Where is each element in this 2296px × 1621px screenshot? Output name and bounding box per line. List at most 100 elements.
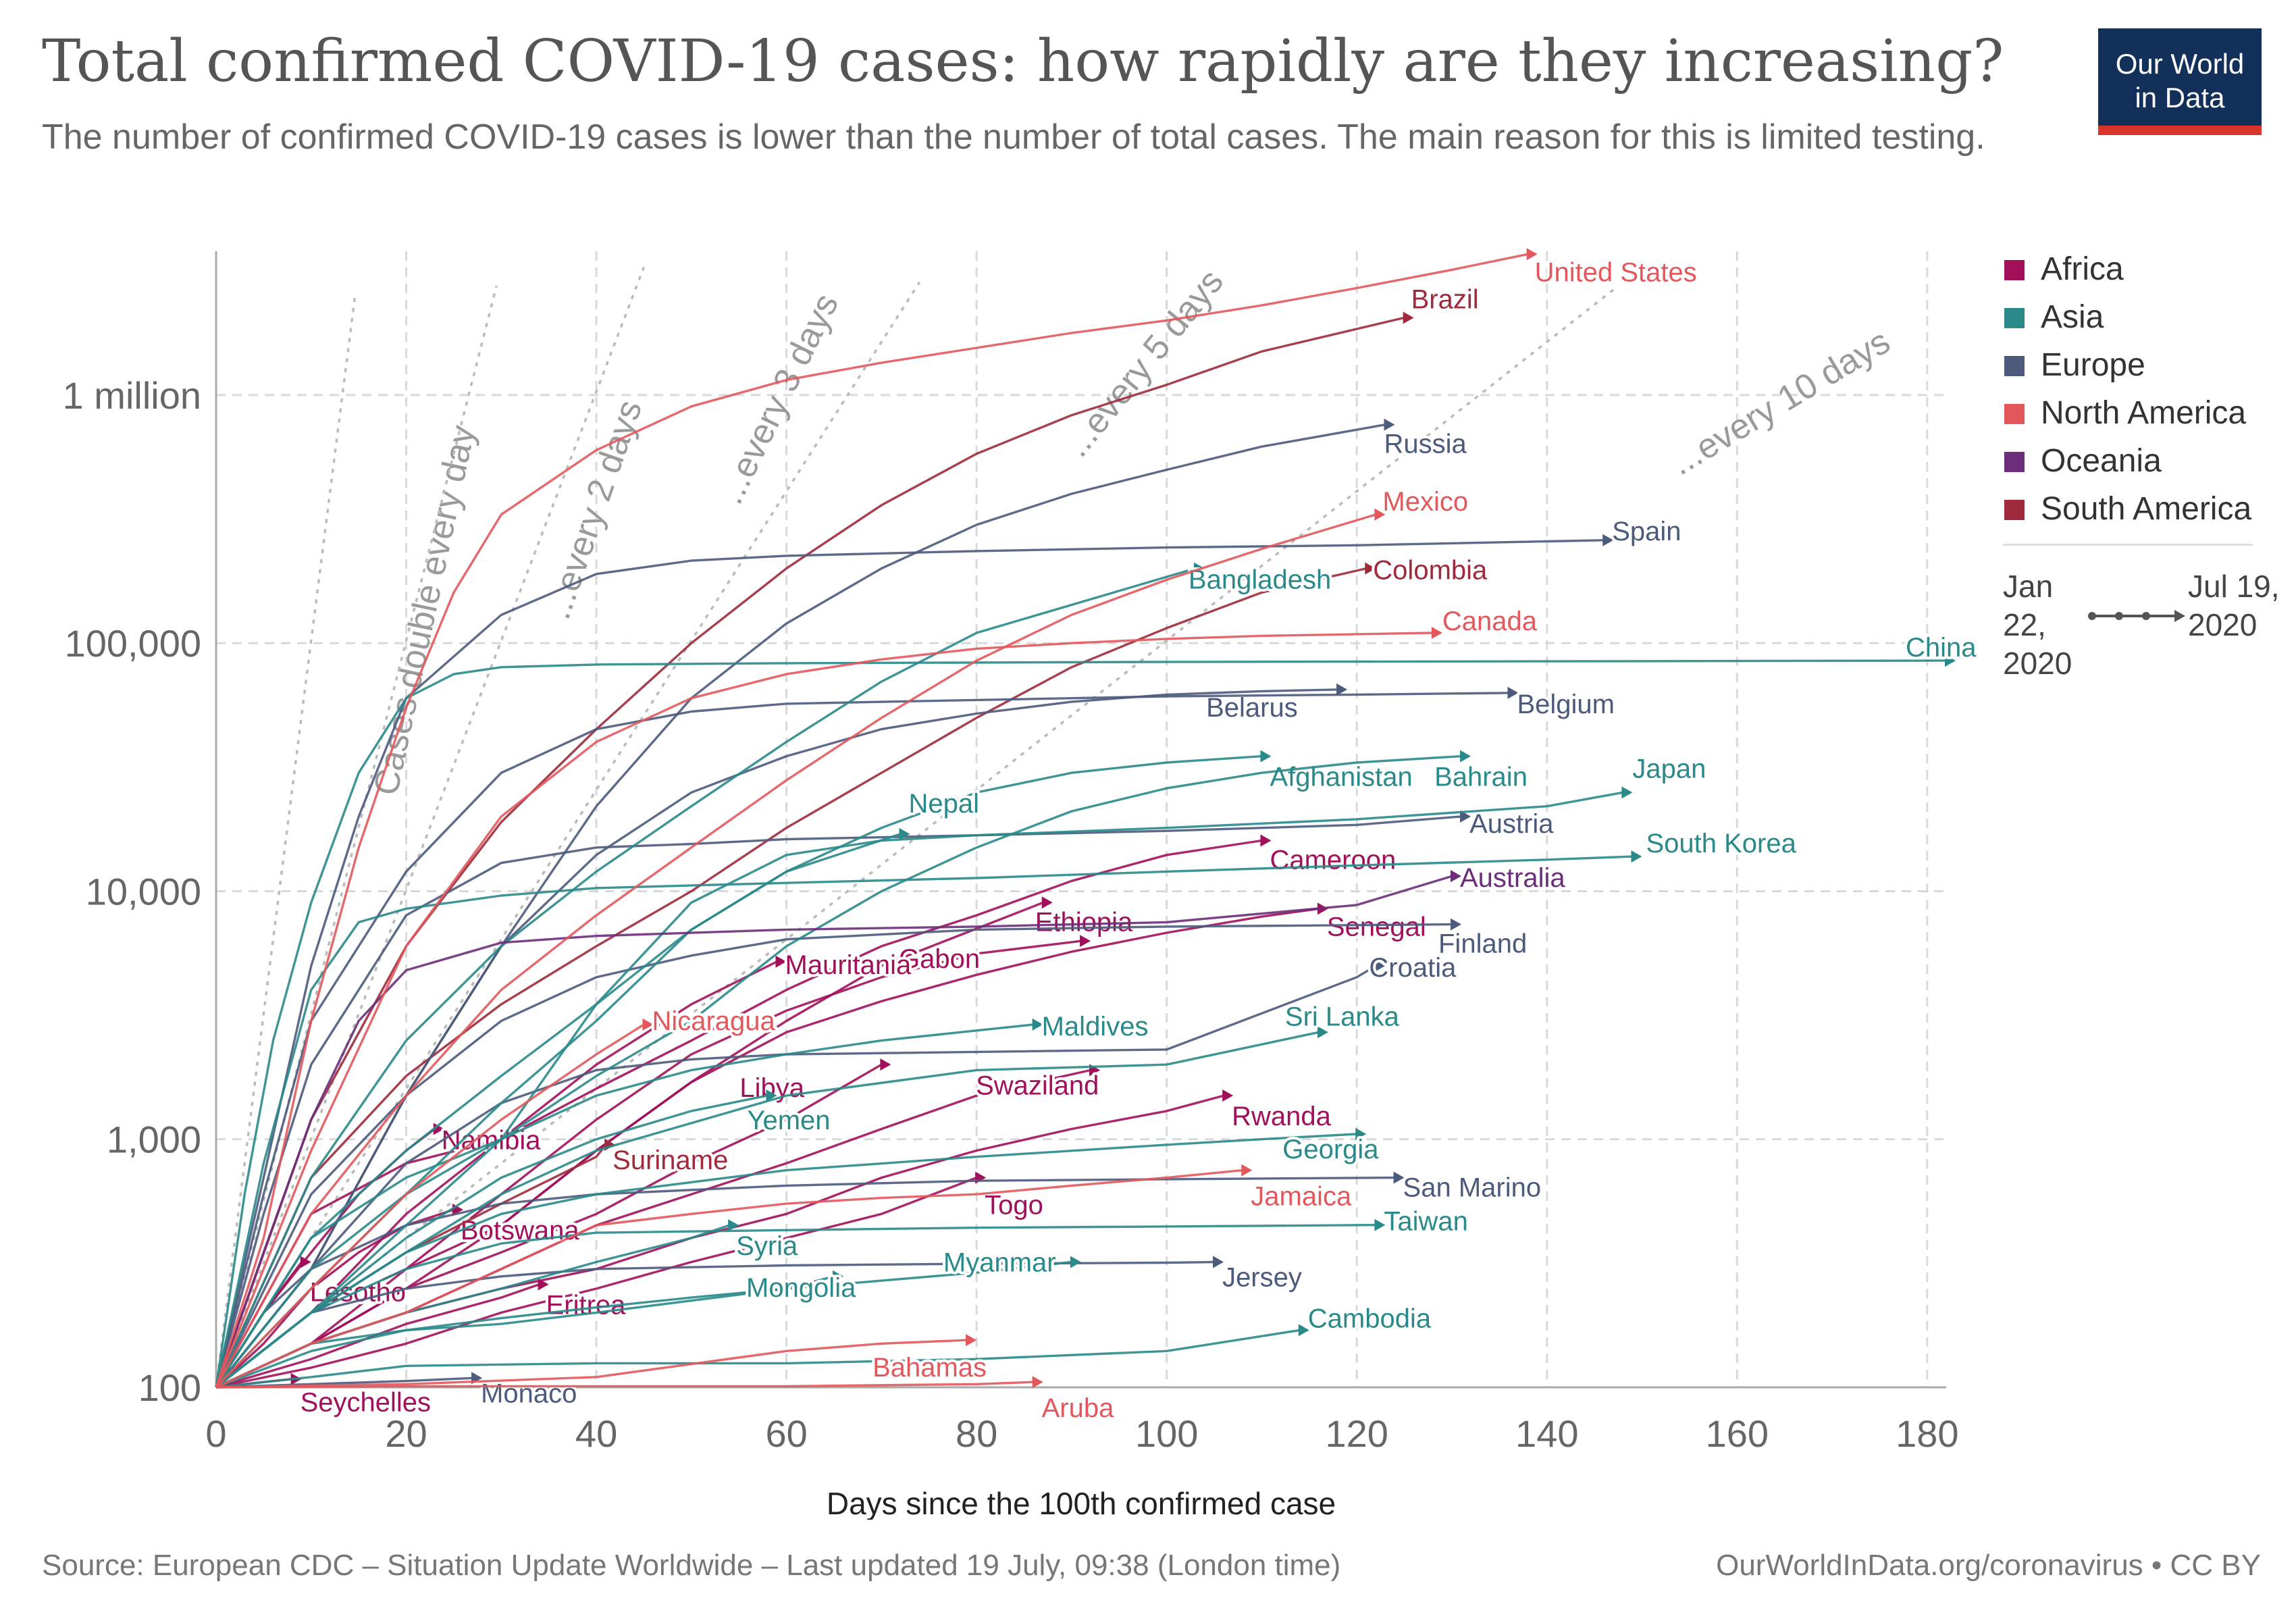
series-label-san-marino: San Marino: [1403, 1173, 1542, 1203]
series-end-arrow: [1336, 683, 1348, 696]
series-label-nepal: Nepal: [909, 789, 980, 819]
series-line-bahrain[interactable]: [215, 754, 1462, 1388]
series-line-australia[interactable]: [215, 875, 1453, 1388]
series-end-arrow: [966, 1334, 977, 1347]
timeline-end-label[interactable]: Jul 19, 2020: [2188, 569, 2280, 643]
series-label-syria: Syria: [736, 1231, 798, 1261]
series-line-togo[interactable]: [215, 1177, 977, 1389]
series-label-maldives: Maldives: [1042, 1012, 1149, 1041]
series-end-arrow: [1507, 686, 1519, 699]
owid-logo[interactable]: Our World in Data: [2098, 28, 2262, 135]
series-end-arrow: [1374, 1218, 1386, 1231]
series-label-belgium: Belgium: [1517, 690, 1615, 719]
series-end-arrow: [300, 1256, 311, 1268]
legend-label: North America: [2041, 395, 2247, 431]
legend-swatch: [2004, 260, 2025, 280]
series-line-nicaragua[interactable]: [215, 1023, 645, 1389]
series-label-austria: Austria: [1469, 809, 1554, 839]
timeline-slider[interactable]: [2087, 606, 2188, 626]
series-label-canada: Canada: [1442, 607, 1538, 636]
series-line-san-marino[interactable]: [215, 1176, 1395, 1388]
legend-swatch: [2004, 308, 2025, 328]
series-label-south-korea: South Korea: [1646, 829, 1796, 858]
series-line-gabon[interactable]: [215, 940, 1082, 1389]
series-line-colombia[interactable]: [215, 567, 1367, 1388]
series-end-arrow: [1621, 786, 1633, 799]
footer-url[interactable]: OurWorldInData.org/coronavirus • CC BY: [1716, 1549, 2261, 1582]
series-label-mexico: Mexico: [1382, 487, 1468, 517]
series-label-australia: Australia: [1460, 863, 1565, 893]
series-line-jamaica[interactable]: [215, 1168, 1243, 1389]
chart-title: Total confirmed COVID-19 cases: how rapi…: [42, 28, 2004, 95]
x-tick-label: 0: [205, 1412, 226, 1455]
series-line-south-korea[interactable]: [215, 855, 1633, 1388]
series-line-finland[interactable]: [215, 923, 1453, 1388]
series-line-japan[interactable]: [215, 791, 1623, 1389]
series-end-arrow: [1431, 626, 1442, 639]
series-line-senegal[interactable]: [215, 907, 1320, 1389]
legend-item-north-america[interactable]: North America: [1999, 390, 2282, 438]
series-label-nicaragua: Nicaragua: [652, 1006, 775, 1036]
series-end-arrow: [1384, 418, 1395, 431]
legend-item-oceania[interactable]: Oceania: [1999, 438, 2282, 486]
series-line-bangladesh[interactable]: [215, 567, 1196, 1388]
series-line-eritrea[interactable]: [215, 1283, 540, 1389]
legend-item-south-america[interactable]: South America: [1999, 486, 2282, 534]
series-line-mexico[interactable]: [215, 513, 1376, 1388]
legend-item-europe[interactable]: Europe: [1999, 342, 2282, 390]
series-end-arrow: [833, 1270, 843, 1283]
series-line-united-states[interactable]: [215, 253, 1528, 1388]
y-tick-label: 100,000: [65, 622, 201, 665]
series-end-arrow: [975, 1171, 987, 1184]
series-line-cameroon[interactable]: [215, 839, 1262, 1388]
series-end-arrow: [642, 1018, 654, 1031]
series-line-georgia[interactable]: [215, 1133, 1357, 1389]
series-line-mongolia[interactable]: [215, 1275, 835, 1389]
timeline-start-label[interactable]: Jan 22, 2020: [2003, 569, 2072, 681]
series-line-taiwan[interactable]: [215, 1223, 1376, 1389]
series-end-arrow: [1393, 1171, 1405, 1184]
legend: Africa Asia Europe North America Oceania Sout…: [1999, 247, 2282, 534]
series-label-cambodia: Cambodia: [1308, 1304, 1432, 1333]
series-end-arrow: [1041, 896, 1053, 909]
doubling-guide-line: [215, 267, 646, 1388]
series-end-arrow: [1355, 1127, 1367, 1140]
series-end-arrow: [1374, 960, 1386, 973]
series-line-bahamas[interactable]: [215, 1339, 968, 1389]
series-line-maldives[interactable]: [215, 1023, 1034, 1389]
legend-label: Asia: [2041, 299, 2104, 335]
doubling-guide-line: [215, 285, 498, 1388]
series-line-canada[interactable]: [215, 632, 1433, 1388]
series-label-united-states: United States: [1535, 257, 1697, 287]
series-line-austria[interactable]: [215, 815, 1462, 1388]
series-label-ethiopia: Ethiopia: [1035, 907, 1133, 937]
series-end-arrow: [1526, 248, 1538, 261]
series-line-jersey[interactable]: [215, 1260, 1215, 1389]
legend-item-africa[interactable]: Africa: [1999, 247, 2282, 294]
series-line-myanmar[interactable]: [215, 1260, 1072, 1389]
series-label-bahamas: Bahamas: [872, 1353, 987, 1383]
series-label-monaco: Monaco: [481, 1379, 577, 1408]
series-label-jamaica: Jamaica: [1251, 1182, 1352, 1212]
series-label-togo: Togo: [985, 1191, 1043, 1220]
series-line-spain[interactable]: [215, 539, 1604, 1388]
series-label-belarus: Belarus: [1206, 693, 1298, 723]
series-line-cambodia[interactable]: [215, 1329, 1301, 1389]
doubling-guide-line: [215, 288, 1615, 1389]
series-line-libya[interactable]: [215, 1063, 883, 1389]
legend-swatch: [2004, 452, 2025, 472]
series-line-aruba[interactable]: [215, 1381, 1034, 1389]
x-tick-label: 180: [1896, 1412, 1958, 1455]
x-tick-label: 60: [765, 1412, 807, 1455]
series-label-namibia: Namibia: [442, 1126, 541, 1156]
series-label-rwanda: Rwanda: [1232, 1102, 1332, 1131]
series-end-arrow: [1602, 534, 1614, 546]
legend-label: Europe: [2041, 347, 2145, 383]
series-end-arrow: [880, 1058, 891, 1071]
series-label-georgia: Georgia: [1282, 1135, 1379, 1164]
footer-source: Source: European CDC – Situation Update …: [42, 1549, 1341, 1582]
series-label-senegal: Senegal: [1327, 912, 1426, 942]
series-line-china[interactable]: [215, 659, 1947, 1388]
legend-item-asia[interactable]: Asia: [1999, 294, 2282, 342]
series-label-gabon: Gabon: [899, 944, 980, 974]
